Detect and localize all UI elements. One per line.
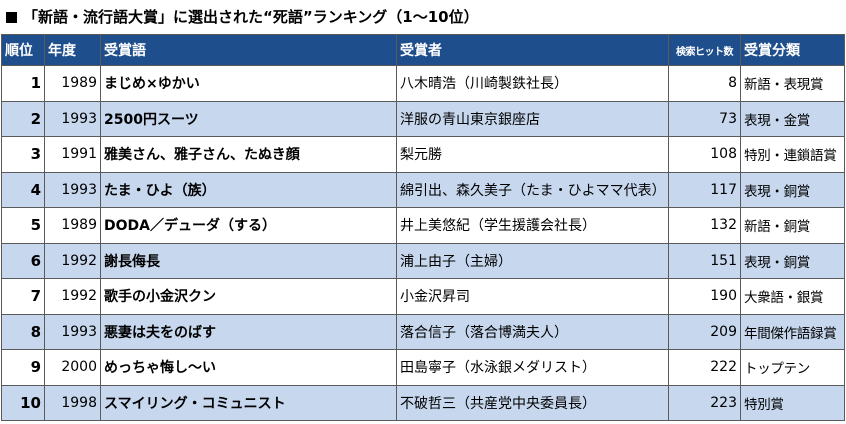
hits-cell: 209 [668,313,741,350]
word-cell: DODA／デューダ（する） [100,207,397,244]
rank-cell: 10 [1,384,45,421]
table-row: 2 1993 2500円スーツ 洋服の青山東京銀座店 73 表現・金賞 [1,100,845,137]
recipient-cell: 浦上由子（主婦） [396,242,669,279]
word-cell: たま・ひよ（族） [100,171,397,208]
header-hits: 検索ヒット数 [668,34,741,66]
table-row: 4 1993 たま・ひよ（族） 綿引出、森久美子（たま・ひよママ代表） 117 表現・銅賞 [1,171,845,208]
recipient-cell: 八木晴浩（川崎製鉄社長） [396,65,669,102]
header-category: 受賞分類 [740,34,845,66]
year-cell: 1998 [44,384,101,421]
rank-cell: 2 [1,100,45,137]
table-row: 8 1993 悪妻は夫をのばす 落合信子（落合博満夫人） 209 年間傑作語録賞 [1,313,845,350]
table-row: 1 1989 まじめ×ゆかい 八木晴浩（川崎製鉄社長） 8 新語・表現賞 [1,65,845,102]
recipient-cell: 落合信子（落合博満夫人） [396,313,669,350]
year-cell: 1993 [44,100,101,137]
hits-cell: 132 [668,207,741,244]
year-cell: 1989 [44,65,101,102]
rank-cell: 4 [1,171,45,208]
hits-cell: 190 [668,278,741,315]
page-title-text: 「新語・流行語大賞」に選出された“死語”ランキング（1～10位） [23,8,479,26]
year-cell: 2000 [44,349,101,386]
year-cell: 1993 [44,171,101,208]
word-cell: まじめ×ゆかい [100,65,397,102]
table-body: 1 1989 まじめ×ゆかい 八木晴浩（川崎製鉄社長） 8 新語・表現賞 2 1993 2500… [1,65,845,421]
header-recipient: 受賞者 [396,34,669,66]
word-cell: スマイリング・コミュニスト [100,384,397,421]
category-cell: 特別賞 [740,384,845,421]
recipient-cell: 洋服の青山東京銀座店 [396,100,669,137]
hits-cell: 223 [668,384,741,421]
table-row: 6 1992 謝長侮長 浦上由子（主婦） 151 表現・銅賞 [1,242,845,279]
year-cell: 1992 [44,242,101,279]
rank-cell: 1 [1,65,45,102]
rank-cell: 9 [1,349,45,386]
hits-cell: 151 [668,242,741,279]
category-cell: 表現・銅賞 [740,171,845,208]
word-cell: 雅美さん、雅子さん、たぬき顔 [100,136,397,173]
category-cell: 新語・表現賞 [740,65,845,102]
rank-cell: 6 [1,242,45,279]
year-cell: 1992 [44,278,101,315]
hits-cell: 108 [668,136,741,173]
header-year: 年度 [44,34,101,66]
rank-cell: 5 [1,207,45,244]
ranking-table: 順位 年度 受賞語 受賞者 検索ヒット数 受賞分類 1 1989 まじめ×ゆかい 八木… [1,34,845,421]
category-cell: 大衆語・銀賞 [740,278,845,315]
recipient-cell: 井上美悠紀（学生援護会社長） [396,207,669,244]
square-bullet-icon [6,12,17,23]
category-cell: 表現・金賞 [740,100,845,137]
word-cell: めっちゃ悔し～い [100,349,397,386]
header-rank: 順位 [1,34,45,66]
word-cell: 悪妻は夫をのばす [100,313,397,350]
hits-cell: 117 [668,171,741,208]
table-header-row: 順位 年度 受賞語 受賞者 検索ヒット数 受賞分類 [1,34,845,66]
rank-cell: 8 [1,313,45,350]
year-cell: 1991 [44,136,101,173]
table-row: 5 1989 DODA／デューダ（する） 井上美悠紀（学生援護会社長） 132 新語・銅賞 [1,207,845,244]
recipient-cell: 梨元勝 [396,136,669,173]
table-row: 3 1991 雅美さん、雅子さん、たぬき顔 梨元勝 108 特別・連鎖語賞 [1,136,845,173]
hits-cell: 8 [668,65,741,102]
header-word: 受賞語 [100,34,397,66]
recipient-cell: 不破哲三（共産党中央委員長） [396,384,669,421]
category-cell: 特別・連鎖語賞 [740,136,845,173]
recipient-cell: 小金沢昇司 [396,278,669,315]
category-cell: 表現・銅賞 [740,242,845,279]
recipient-cell: 田島寧子（水泳銀メダリスト） [396,349,669,386]
hits-cell: 222 [668,349,741,386]
year-cell: 1993 [44,313,101,350]
rank-cell: 7 [1,278,45,315]
category-cell: トップテン [740,349,845,386]
table-row: 10 1998 スマイリング・コミュニスト 不破哲三（共産党中央委員長） 223 特別賞 [1,384,845,421]
table-row: 7 1992 歌手の小金沢クン 小金沢昇司 190 大衆語・銀賞 [1,278,845,315]
hits-cell: 73 [668,100,741,137]
word-cell: 2500円スーツ [100,100,397,137]
word-cell: 歌手の小金沢クン [100,278,397,315]
page-title: 「新語・流行語大賞」に選出された“死語”ランキング（1～10位） [6,4,479,30]
table-row: 9 2000 めっちゃ悔し～い 田島寧子（水泳銀メダリスト） 222 トップテン [1,349,845,386]
recipient-cell: 綿引出、森久美子（たま・ひよママ代表） [396,171,669,208]
word-cell: 謝長侮長 [100,242,397,279]
rank-cell: 3 [1,136,45,173]
category-cell: 新語・銅賞 [740,207,845,244]
category-cell: 年間傑作語録賞 [740,313,845,350]
year-cell: 1989 [44,207,101,244]
